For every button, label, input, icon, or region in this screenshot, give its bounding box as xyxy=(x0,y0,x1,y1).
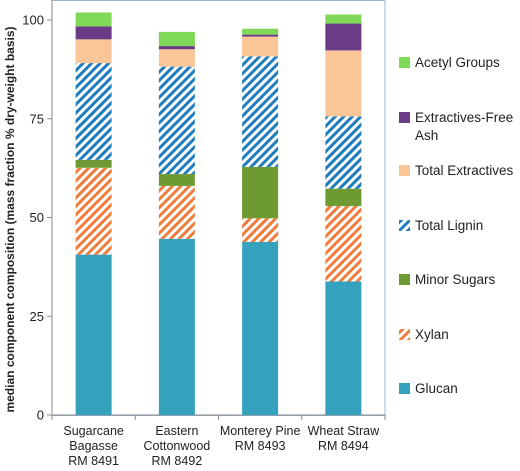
bar-acetyl-groups-0 xyxy=(75,12,112,27)
legend-label: Glucan xyxy=(415,381,458,396)
bar-stack-0 xyxy=(75,12,112,415)
x-tick-label: Wheat Straw xyxy=(308,424,381,438)
bar-total-lignin-3 xyxy=(325,116,362,189)
bar-glucan-0 xyxy=(75,254,112,415)
plot-area: 0 25 50 75 100 median component composition (… xyxy=(3,0,386,468)
legend-item-xylan: Xylan xyxy=(399,327,449,342)
y-tick-label: 50 xyxy=(30,210,44,225)
legend-item-acetyl-groups: Acetyl Groups xyxy=(399,55,500,70)
bar-stack-3 xyxy=(325,14,362,415)
legend-label: Xylan xyxy=(415,327,449,342)
y-tick-label: 75 xyxy=(30,111,44,126)
bar-minor-sugars-2 xyxy=(242,166,279,219)
legend-label: Total Extractives xyxy=(415,163,514,178)
legend-swatch xyxy=(399,383,410,394)
x-tick-label: RM 8491 xyxy=(68,454,119,468)
legend-swatch xyxy=(399,274,410,285)
legend-label: Acetyl Groups xyxy=(415,55,500,70)
bar-total-lignin-2 xyxy=(242,56,279,167)
legend-item-total-lignin: Total Lignin xyxy=(399,218,483,233)
x-tick-label: Bagasse xyxy=(69,439,118,453)
bar-minor-sugars-1 xyxy=(158,174,195,186)
bar-minor-sugars-0 xyxy=(75,159,112,168)
bar-total-extractives-1 xyxy=(158,49,195,67)
x-tick-label: Cottonwood xyxy=(144,439,211,453)
bar-total-extractives-2 xyxy=(242,36,279,57)
y-tick-label: 0 xyxy=(37,408,44,423)
legend-item-minor-sugars: Minor Sugars xyxy=(399,272,496,287)
bar-stack-2 xyxy=(242,28,279,415)
bar-acetyl-groups-1 xyxy=(158,31,195,47)
legend-swatch xyxy=(399,112,410,123)
y-tick-label: 25 xyxy=(30,309,44,324)
bar-acetyl-groups-3 xyxy=(325,14,362,24)
x-tick-label: Monterey Pine xyxy=(220,424,301,438)
bar-glucan-1 xyxy=(158,238,195,415)
bar-total-extractives-3 xyxy=(325,50,362,117)
y-axis-label: median component composition (mass fract… xyxy=(3,26,17,412)
x-tick-label: Eastern xyxy=(155,424,198,438)
legend-item-glucan: Glucan xyxy=(399,381,458,396)
legend-label: Minor Sugars xyxy=(415,272,496,287)
bar-xylan-1 xyxy=(158,185,195,239)
bar-stack-1 xyxy=(158,31,195,415)
bar-total-extractives-0 xyxy=(75,39,112,64)
bar-xylan-3 xyxy=(325,206,362,282)
legend-swatch xyxy=(399,57,410,68)
bar-extractives-free-ash-3 xyxy=(325,23,362,51)
legend-swatch xyxy=(399,165,410,176)
legend-item-total-extractives: Total Extractives xyxy=(399,163,514,178)
bar-glucan-3 xyxy=(325,281,362,415)
bar-acetyl-groups-2 xyxy=(242,28,279,35)
bar-total-lignin-0 xyxy=(75,63,112,160)
legend-label-cont: Ash xyxy=(415,128,438,143)
legend-swatch xyxy=(399,329,410,340)
y-tick-label: 100 xyxy=(22,13,44,28)
bar-minor-sugars-3 xyxy=(325,188,362,207)
x-tick-label: Sugarcane xyxy=(63,424,124,438)
bar-extractives-free-ash-0 xyxy=(75,26,112,40)
legend-item-extractives-free-ash: Extractives-Free Ash xyxy=(399,110,513,143)
x-tick-label: RM 8492 xyxy=(152,454,203,468)
x-tick-label: RM 8493 xyxy=(235,439,286,453)
bar-extractives-free-ash-2 xyxy=(242,34,279,37)
bar-xylan-0 xyxy=(75,167,112,255)
legend-label: Extractives-Free xyxy=(415,110,513,125)
bar-glucan-2 xyxy=(242,241,279,415)
legend: Acetyl Groups Extractives-Free Ash Total Ex… xyxy=(399,55,514,396)
legend-swatch xyxy=(399,220,410,231)
legend-label: Total Lignin xyxy=(415,218,483,233)
x-tick-label: RM 8494 xyxy=(318,439,369,453)
bar-xylan-2 xyxy=(242,218,279,242)
bar-total-lignin-1 xyxy=(158,66,195,175)
bar-extractives-free-ash-1 xyxy=(158,46,195,50)
